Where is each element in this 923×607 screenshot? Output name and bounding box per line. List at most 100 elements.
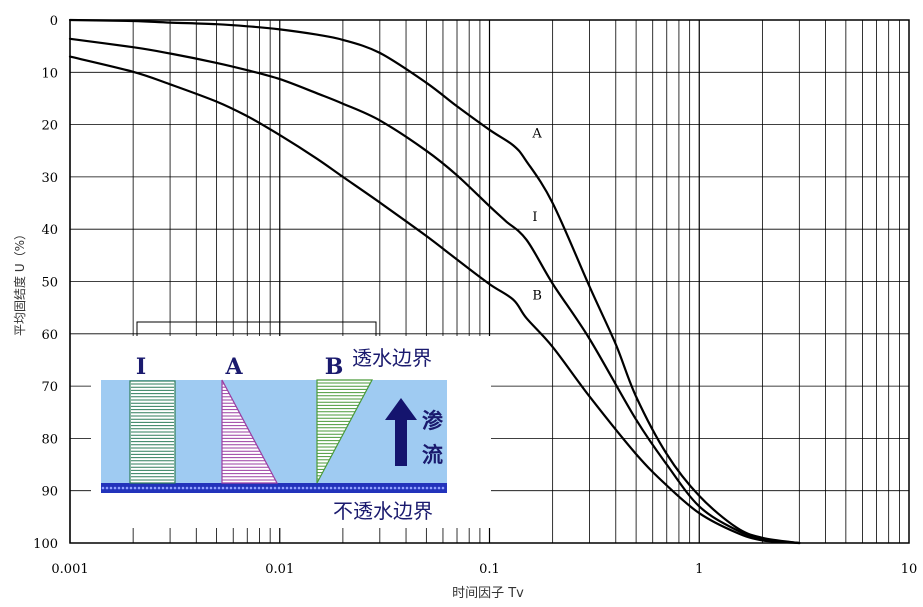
base-texture-dot (265, 486, 269, 490)
base-texture-dot (433, 486, 437, 490)
base-texture-dot (173, 486, 177, 490)
base-texture-dot (133, 486, 137, 490)
base-texture-dot (257, 486, 261, 490)
base-texture-dot (121, 486, 125, 490)
x-tick-label: 0.001 (51, 562, 88, 577)
series-line-I (68, 37, 801, 545)
x-tick-label: 0.1 (479, 562, 500, 577)
base-texture-dot (261, 486, 265, 490)
base-texture-dot (165, 486, 169, 490)
base-texture-dot (117, 486, 121, 490)
y-tick-label: 0 (50, 14, 58, 29)
base-texture-dot (189, 486, 193, 490)
axes-layer: 0 10 20 30 40 50 60 70 80 90 100 0.001 0.01 0.1 1 10 (33, 14, 917, 577)
base-texture-dot (381, 486, 385, 490)
seepage-arrow-icon (385, 398, 417, 466)
base-texture-dot (273, 486, 277, 490)
base-texture-dot (201, 486, 205, 490)
y-tick-label: 10 (41, 66, 58, 81)
base-texture-dot (373, 486, 377, 490)
base-texture-dot (429, 486, 433, 490)
permeable-boundary-label: 透水边界 (352, 346, 432, 370)
base-texture-dot (125, 486, 129, 490)
base-texture-dot (409, 486, 413, 490)
base-texture-dot (205, 486, 209, 490)
base-texture-dot (377, 486, 381, 490)
base-texture-dot (297, 486, 301, 490)
base-texture-dot (337, 486, 341, 490)
series-layer (68, 18, 801, 545)
base-texture-dot (109, 486, 113, 490)
y-tick-label: 80 (41, 432, 58, 447)
base-texture-dot (145, 486, 149, 490)
x-axis-label: 时间因子 Tv (452, 586, 524, 601)
base-texture-dot (101, 486, 105, 490)
base-texture-dot (357, 486, 361, 490)
base-texture-dot (153, 486, 157, 490)
y-tick-label: 20 (41, 119, 58, 134)
base-texture-dot (277, 486, 281, 490)
x-tick-label: 10 (901, 562, 918, 577)
base-texture-dot (253, 486, 257, 490)
plot-frame (69, 19, 910, 544)
base-texture-dot (241, 486, 245, 490)
curve-label-I: I (532, 210, 537, 225)
base-texture-dot (245, 486, 249, 490)
base-texture-dot (325, 486, 329, 490)
base-texture-dot (161, 486, 165, 490)
base-texture-dot (413, 486, 417, 490)
base-texture-dot (309, 486, 313, 490)
base-texture-dot (385, 486, 389, 490)
base-texture-dot (213, 486, 217, 490)
base-texture-dot (365, 486, 369, 490)
base-texture-dot (305, 486, 309, 490)
base-texture-dot (129, 486, 133, 490)
base-texture-dot (301, 486, 305, 490)
base-texture-dot (229, 486, 233, 490)
y-tick-label: 30 (41, 171, 58, 186)
base-texture-dot (425, 486, 429, 490)
diagram-type-label: A (224, 354, 243, 380)
base-texture-dot (269, 486, 273, 490)
base-texture-dot (361, 486, 365, 490)
base-texture-dot (197, 486, 201, 490)
base-texture-dot (405, 486, 409, 490)
base-texture-dot (341, 486, 345, 490)
y-tick-label: 40 (41, 223, 58, 238)
base-texture-dot (225, 486, 229, 490)
series-line-A (68, 18, 801, 545)
base-texture-dot (293, 486, 297, 490)
base-texture-dot (393, 486, 397, 490)
impermeable-boundary-label: 不透水边界 (333, 499, 433, 523)
base-texture-dot (185, 486, 189, 490)
diagram-type-label: I (136, 354, 146, 380)
seepage-text: 流 (422, 443, 443, 467)
base-texture-dot (353, 486, 357, 490)
base-texture-dot (105, 486, 109, 490)
curve-label-B: B (532, 289, 542, 304)
curve-label-layer: A I B (531, 126, 542, 303)
y-tick-label: 90 (41, 485, 58, 500)
base-texture-dot (149, 486, 153, 490)
base-texture-dot (209, 486, 213, 490)
inset-bracket (136, 321, 377, 337)
base-texture-dot (141, 486, 145, 490)
curve-label-A: A (531, 126, 542, 141)
base-texture-dot (349, 486, 353, 490)
base-texture-dot (237, 486, 241, 490)
base-texture-dot (401, 486, 405, 490)
seepage-text: 渗 (422, 409, 444, 433)
base-texture-dot (421, 486, 425, 490)
base-texture-dot (313, 486, 317, 490)
base-texture-dot (317, 486, 321, 490)
base-texture-dot (289, 486, 293, 490)
base-texture-dot (169, 486, 173, 490)
base-texture-dot (217, 486, 221, 490)
base-texture-dot (389, 486, 393, 490)
x-tick-label: 0.01 (265, 562, 294, 577)
base-texture-dot (441, 486, 445, 490)
base-texture-dot (397, 486, 401, 490)
base-texture-dot (329, 486, 333, 490)
x-tick-label: 1 (695, 562, 703, 577)
